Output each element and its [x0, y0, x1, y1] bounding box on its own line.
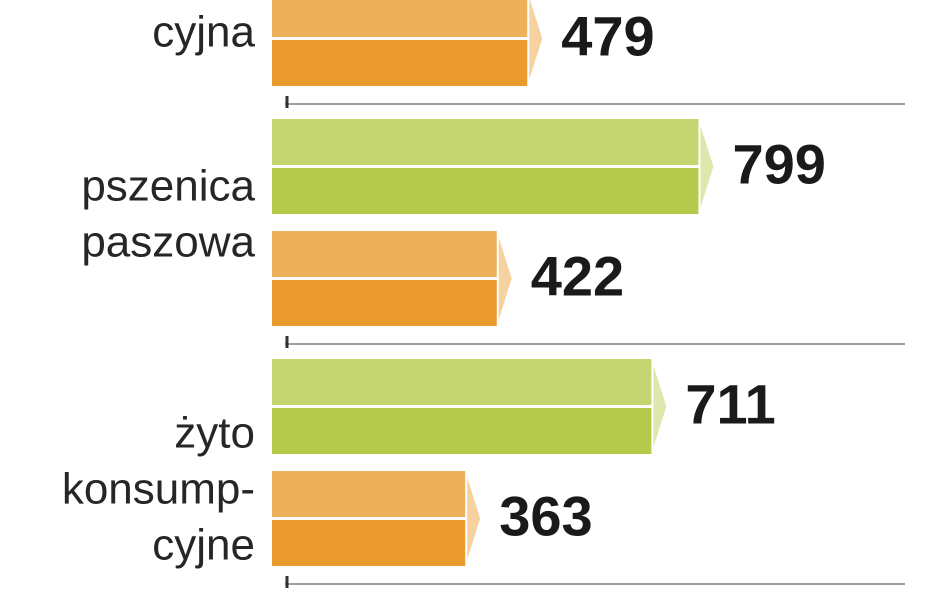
bar-top [272, 471, 467, 519]
category-label: żyto [174, 409, 255, 458]
bar-cap [698, 118, 716, 215]
bar-cap [651, 358, 669, 455]
bar-bottom [272, 406, 653, 454]
value-label: 422 [531, 244, 624, 307]
bar-bottom [272, 38, 529, 86]
value-label: 363 [499, 484, 592, 547]
bar [272, 230, 514, 327]
bar [272, 470, 483, 567]
category-label: paszowa [81, 218, 255, 267]
category-label: konsump- [62, 465, 255, 514]
bar [272, 0, 545, 87]
value-label: 479 [561, 4, 654, 67]
category-label: cyjne [152, 521, 255, 570]
value-label: 799 [732, 132, 825, 195]
bar-cap [527, 0, 545, 87]
value-label: 711 [685, 372, 775, 435]
bar [272, 118, 716, 215]
bar-cap [465, 470, 483, 567]
bar-cap [496, 230, 514, 327]
category-label: cyjna [152, 8, 255, 57]
bar-top [272, 231, 498, 279]
bar [272, 358, 669, 455]
bar-bottom [272, 278, 498, 326]
bar-top [272, 0, 529, 39]
bar-bottom [272, 518, 467, 566]
category-label: pszenica [81, 162, 255, 211]
bar-top [272, 359, 653, 407]
bar-top [272, 119, 700, 167]
bar-bottom [272, 166, 700, 214]
